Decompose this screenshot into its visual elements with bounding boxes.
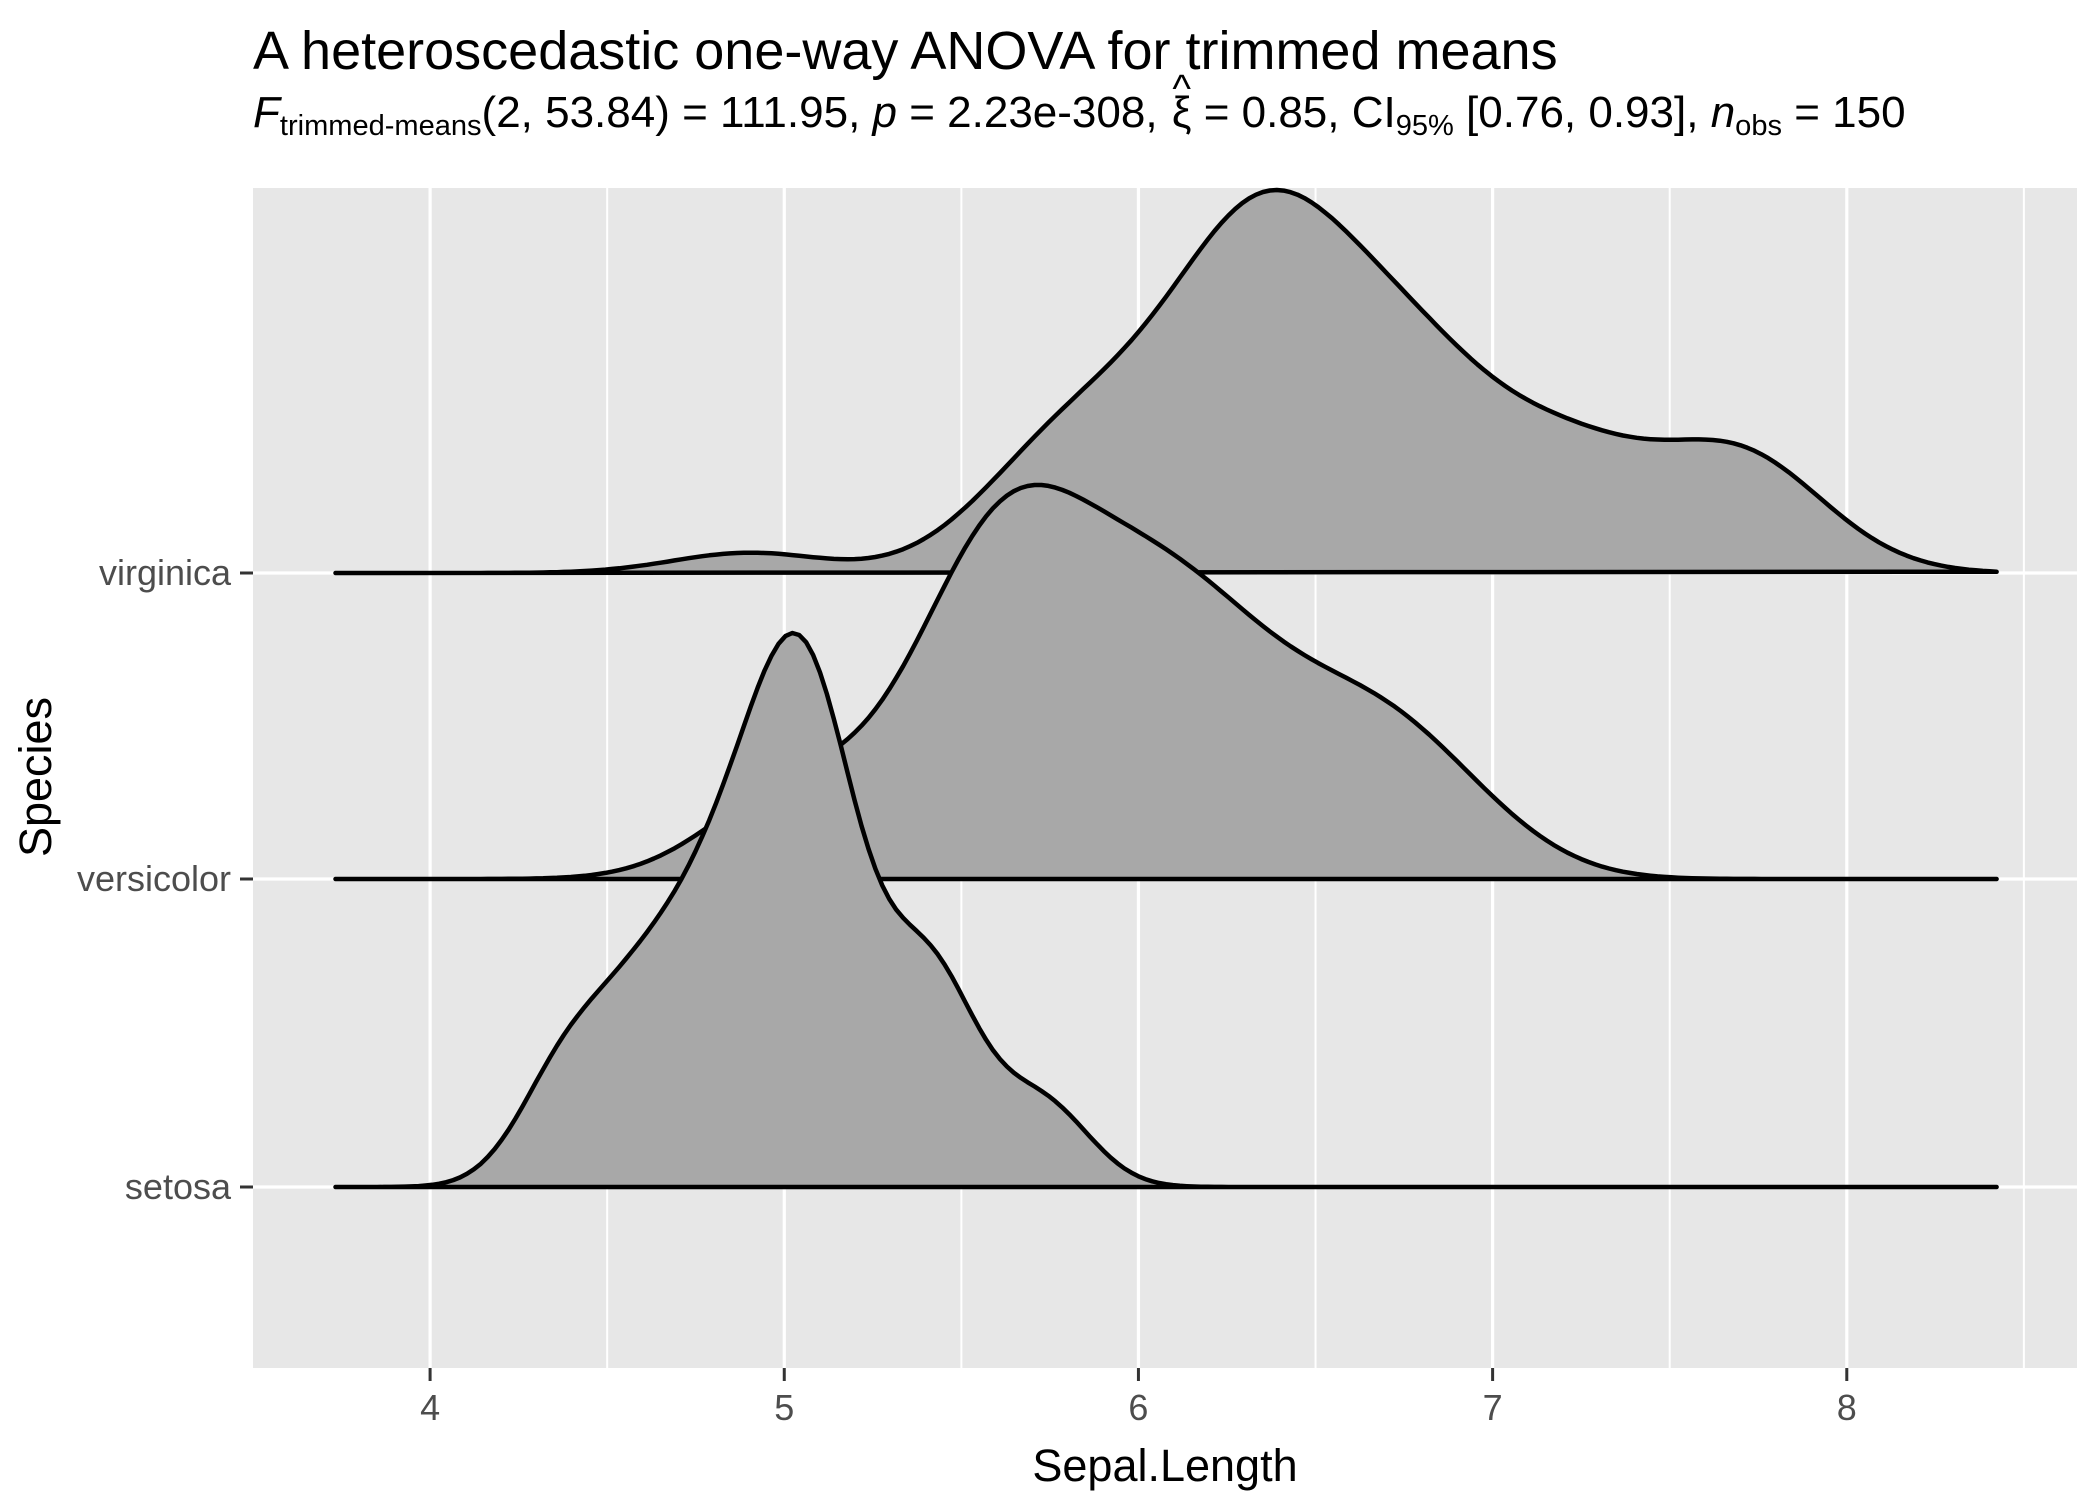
plot-subtitle: Ftrimmed-means(2, 53.84) = 111.95, p = 2…: [253, 67, 1906, 142]
plot-title: A heteroscedastic one-way ANOVA for trim…: [253, 21, 1558, 81]
stat-n-symbol: n: [1710, 88, 1736, 137]
xi-symbol: ξ: [1171, 88, 1192, 137]
y-axis-title: Species: [10, 696, 61, 858]
y-category-label-setosa: setosa: [125, 1166, 232, 1207]
x-tick-label: 5: [774, 1387, 794, 1428]
stat-xi-value: = 0.85, CI: [1191, 88, 1396, 137]
stat-p-value: = 2.23e-308,: [897, 88, 1170, 137]
y-category-label-versicolor: versicolor: [77, 858, 231, 899]
y-category-label-virginica: virginica: [99, 552, 232, 593]
x-tick-label: 6: [1128, 1387, 1148, 1428]
stat-n-subscript: obs: [1735, 110, 1782, 143]
density-curve-versicolor: [333, 482, 1999, 882]
stat-ci-value: [0.76, 0.93],: [1453, 88, 1711, 137]
x-axis-title: Sepal.Length: [1032, 1440, 1298, 1491]
x-tick-label: 4: [420, 1387, 440, 1428]
x-tick-label: 8: [1837, 1387, 1857, 1428]
stat-n-value: = 150: [1781, 88, 1906, 137]
x-tick-label: 7: [1483, 1387, 1503, 1428]
stat-f-subscript: trimmed-means: [279, 110, 482, 143]
stat-f-symbol: F: [253, 88, 280, 137]
stat-xi-hat: ^ ξ: [1171, 67, 1192, 138]
density-curve-virginica: [333, 187, 1999, 576]
stat-f-value: (2, 53.84) = 111.95,: [481, 88, 873, 137]
stat-ci-subscript: 95%: [1395, 110, 1454, 143]
stat-p-symbol: p: [872, 88, 898, 137]
density-curve-setosa: [333, 630, 1999, 1190]
hat-accent: ^: [1172, 67, 1191, 112]
